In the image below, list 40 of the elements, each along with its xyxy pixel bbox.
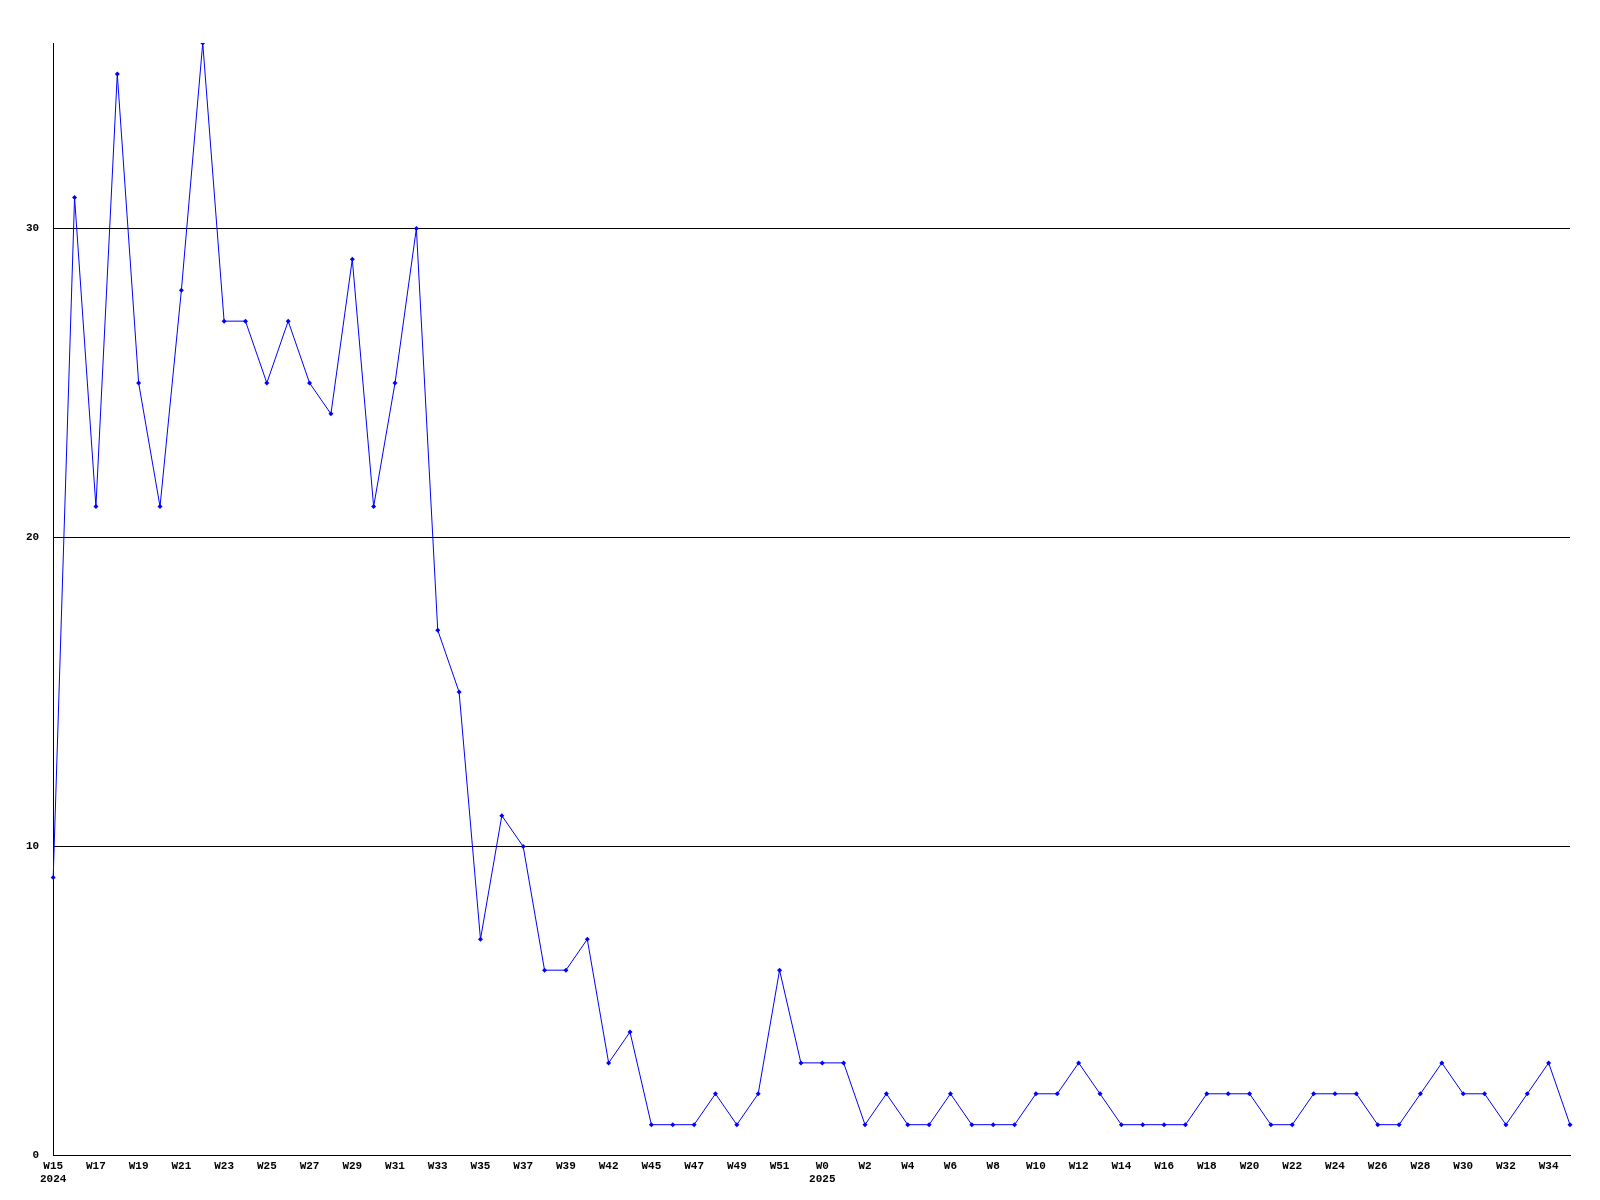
x-tick-label: W29 [342,1159,363,1172]
x-tick-label: W49 [726,1159,747,1172]
x-tick-label: W33 [427,1159,449,1172]
x-tick-label: W4 [901,1159,915,1172]
x-tick-label: W22 [1282,1159,1303,1172]
x-tick-label: W25 [256,1159,278,1172]
x-tick-label: W21 [171,1159,192,1172]
x-tick-label: W34 [1538,1159,1559,1172]
x-tick-label: W31 [385,1159,406,1172]
x-tick-label: W19 [128,1159,149,1172]
x-tick-label: W10 [1026,1159,1046,1172]
x-tick-label: W24 [1325,1159,1346,1172]
x-tick-label: W30 [1453,1159,1474,1172]
x-tick-label: W35 [470,1159,491,1172]
x-tick-label: W23 [214,1159,235,1172]
x-tick-label: W27 [299,1159,320,1172]
y-tick-label: 20 [26,531,40,544]
x-tick-label: W12 [1068,1159,1089,1172]
x-tick-label: W20 [1239,1159,1260,1172]
y-tick-label: 10 [26,840,40,853]
x-tick-label: W17 [86,1159,106,1172]
x-tick-label: W37 [513,1159,534,1172]
x-tick-label: W26 [1367,1159,1388,1172]
x-tick-label: W15 2024 [40,1159,67,1186]
x-tick-label: W42 [598,1159,619,1172]
x-tick-label: W0 2025 [809,1159,836,1186]
y-tick-label: 30 [26,222,40,235]
x-tick-label: W28 [1410,1159,1431,1172]
x-tick-label: W6 [943,1159,958,1172]
x-tick-label: W45 [641,1159,662,1172]
x-tick-label: W8 [986,1159,1001,1172]
x-tick-label: W16 [1154,1159,1174,1172]
x-tick-label: W51 [769,1159,790,1172]
x-tick-label: W2 [858,1159,872,1172]
y-tick-label: 0 [32,1149,40,1162]
x-tick-label: W39 [556,1159,576,1172]
x-tick-label: W18 [1196,1159,1218,1172]
x-tick-label: W14 [1111,1159,1132,1172]
x-tick-label: W47 [684,1159,705,1172]
x-tick-label: W32 [1496,1159,1516,1172]
